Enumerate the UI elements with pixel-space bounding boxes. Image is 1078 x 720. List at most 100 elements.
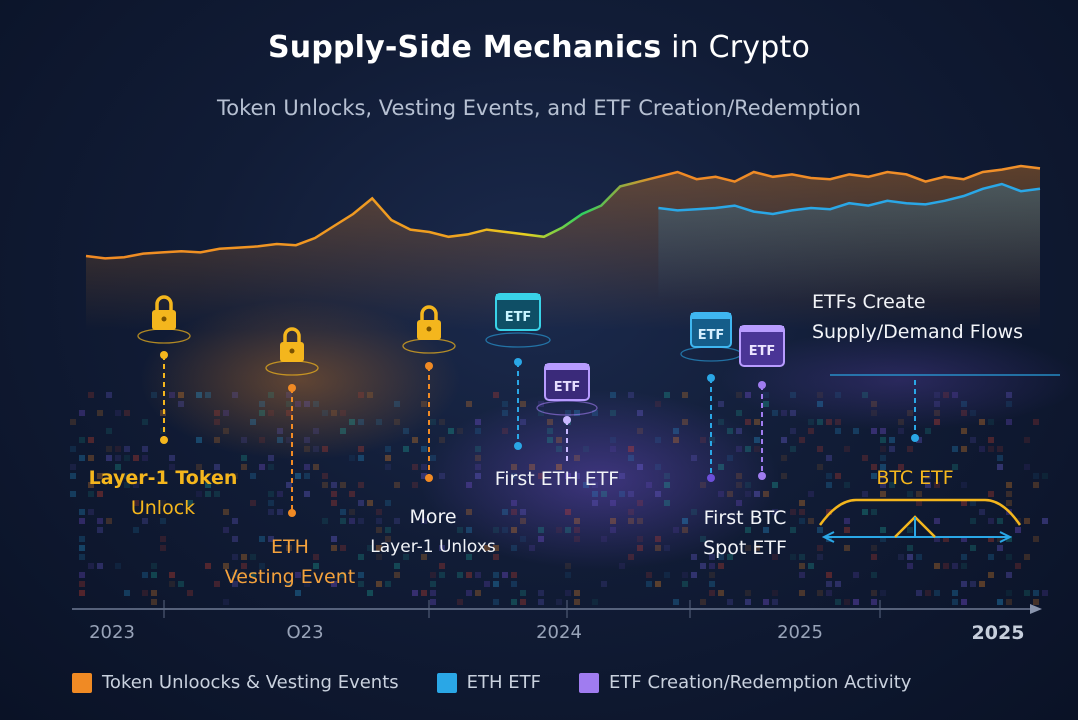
pixel-cell (511, 509, 517, 515)
chart-title: Supply-Side Mechanics in Crypto (0, 30, 1078, 65)
pixel-cell (556, 464, 562, 470)
pixel-cell (187, 590, 193, 596)
pixel-cell (457, 527, 463, 533)
pixel-cell (268, 464, 274, 470)
pixel-cell (88, 392, 94, 398)
pixel-cell (475, 419, 481, 425)
label-line: More (409, 506, 457, 528)
pixel-cell (871, 428, 877, 434)
pixel-cell (745, 599, 751, 605)
legend-item: ETF Creation/Redemption Activity (579, 672, 911, 693)
pixel-cell (142, 590, 148, 596)
pixel-cell (880, 536, 886, 542)
lock-icon (265, 327, 319, 376)
pixel-cell (430, 572, 436, 578)
chart-subtitle: Token Unlocks, Vesting Events, and ETF C… (216, 96, 861, 120)
pixel-cell (1006, 572, 1012, 578)
pixel-cell (259, 536, 265, 542)
pixel-cell (538, 410, 544, 416)
pixel-cell (763, 392, 769, 398)
pixel-cell (214, 491, 220, 497)
pixel-cell (826, 581, 832, 587)
pixel-cell (376, 509, 382, 515)
pixel-cell (565, 509, 571, 515)
pixel-cell (997, 536, 1003, 542)
pixel-cell (358, 419, 364, 425)
etf-badge-text: ETF (749, 344, 776, 359)
pixel-cell (871, 545, 877, 551)
pixel-cell (88, 563, 94, 569)
pixel-cell (223, 527, 229, 533)
pixel-cell (151, 590, 157, 596)
pixel-cell (610, 518, 616, 524)
pixel-cell (457, 572, 463, 578)
pixel-cell (178, 581, 184, 587)
pixel-cell (331, 482, 337, 488)
pixel-cell (691, 554, 697, 560)
pixel-cell (133, 455, 139, 461)
pixel-cell (277, 428, 283, 434)
label-line: Vesting Event (224, 566, 356, 588)
pixel-cell (655, 491, 661, 497)
pixel-cell (88, 482, 94, 488)
pixel-cell (817, 545, 823, 551)
pixel-cell (466, 527, 472, 533)
eth-etf-series-line (658, 182, 1041, 216)
pixel-cell (169, 464, 175, 470)
pixel-cell (952, 464, 958, 470)
label-btc-etf: BTC ETF (850, 463, 980, 493)
pixel-cell (115, 410, 121, 416)
pixel-cell (646, 482, 652, 488)
pixel-cell (322, 518, 328, 524)
pixel-cell (754, 446, 760, 452)
pixel-cell (817, 527, 823, 533)
pixel-cell (772, 410, 778, 416)
pixel-cell (1033, 599, 1039, 605)
pixel-cell (790, 392, 796, 398)
pixel-cell (241, 464, 247, 470)
pixel-cell (538, 473, 544, 479)
pixel-cell (403, 446, 409, 452)
pixel-cell (736, 500, 742, 506)
pixel-cell (142, 455, 148, 461)
pixel-cell (781, 437, 787, 443)
pixel-cell (664, 572, 670, 578)
pixel-cell (70, 473, 76, 479)
pixel-cell (637, 545, 643, 551)
pixel-cell (961, 554, 967, 560)
pixel-cell (826, 509, 832, 515)
pixel-cell (988, 518, 994, 524)
pixel-cell (925, 428, 931, 434)
pixel-cell (1006, 500, 1012, 506)
pixel-cell (817, 446, 823, 452)
pixel-cell (520, 518, 526, 524)
pixel-cell (952, 446, 958, 452)
pixel-cell (592, 500, 598, 506)
pixel-cell (385, 464, 391, 470)
pixel-cell (367, 545, 373, 551)
pixel-cell (250, 572, 256, 578)
pixel-cell (250, 419, 256, 425)
pixel-cell (655, 464, 661, 470)
pixel-cell (970, 518, 976, 524)
pixel-cell (475, 572, 481, 578)
pixel-cell (160, 518, 166, 524)
pixel-cell (538, 590, 544, 596)
pixel-cell (493, 581, 499, 587)
pixel-cell (313, 401, 319, 407)
pixel-cell (772, 599, 778, 605)
pixel-cell (106, 392, 112, 398)
pixel-cell (628, 446, 634, 452)
pixel-cell (979, 419, 985, 425)
pixel-cell (97, 410, 103, 416)
pixel-cell (745, 590, 751, 596)
pixel-cell (907, 545, 913, 551)
pixel-cell (1024, 437, 1030, 443)
pixel-cell (403, 554, 409, 560)
label-line: Spot ETF (703, 537, 787, 559)
pixel-cell (115, 464, 121, 470)
pixel-cell (376, 554, 382, 560)
pixel-cell (574, 599, 580, 605)
pixel-cell (799, 500, 805, 506)
pixel-cell (592, 491, 598, 497)
